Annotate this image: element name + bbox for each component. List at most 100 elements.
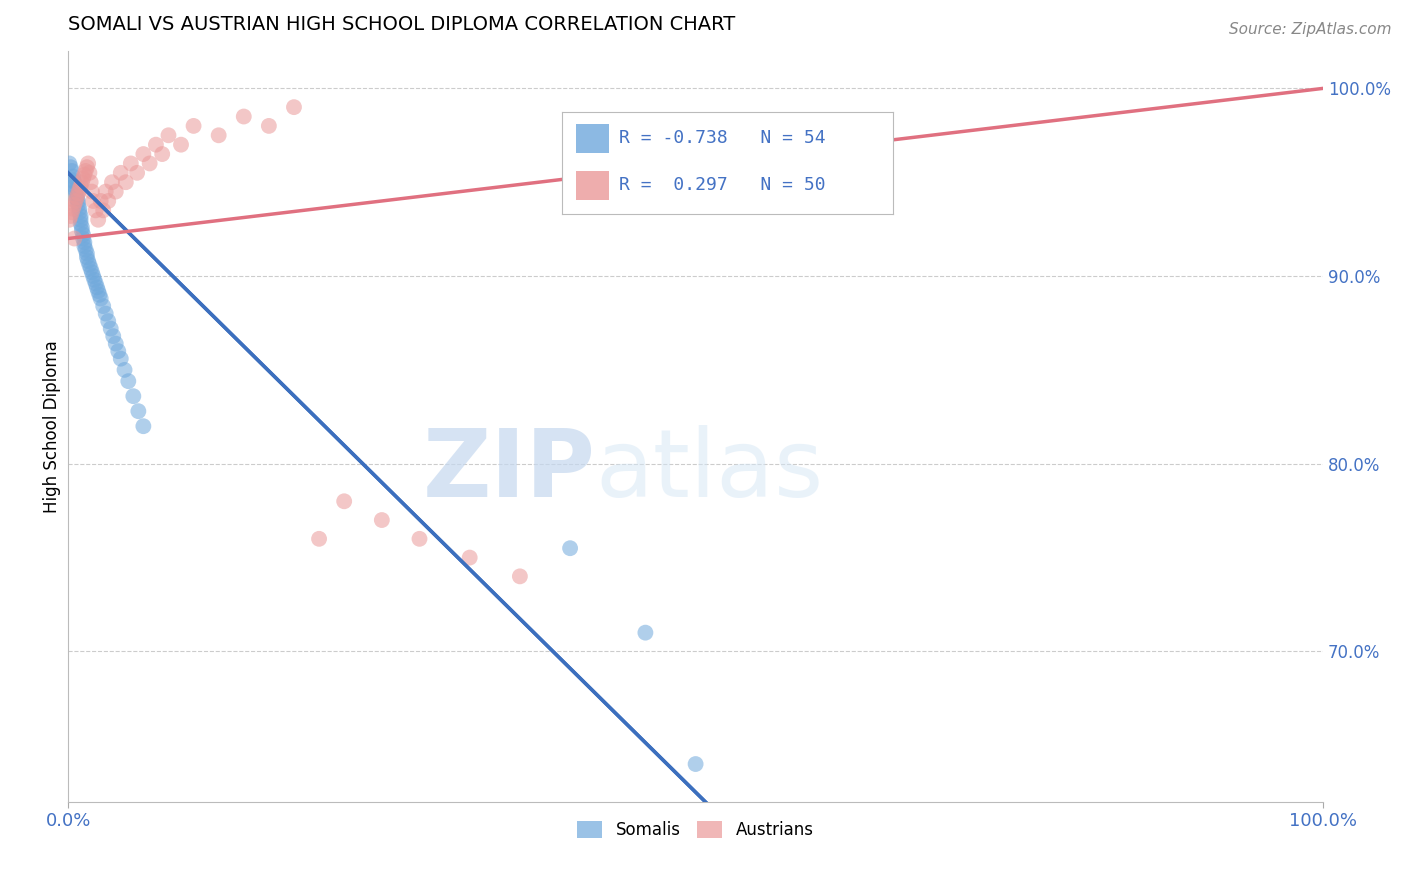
Legend: Somalis, Austrians: Somalis, Austrians — [571, 814, 821, 846]
Point — [72, 231, 94, 245]
Point — [110, 351, 132, 366]
Point — [84, 277, 107, 291]
Point — [59, 160, 82, 174]
Point — [104, 336, 127, 351]
Point — [67, 198, 90, 212]
Point — [90, 292, 112, 306]
Point — [67, 183, 90, 197]
Point — [138, 156, 160, 170]
Point — [83, 273, 105, 287]
Point — [127, 404, 149, 418]
Point — [120, 156, 142, 170]
Point — [86, 280, 108, 294]
Point — [80, 185, 103, 199]
Point — [100, 321, 122, 335]
Point — [150, 147, 173, 161]
Point — [308, 532, 330, 546]
Point — [69, 212, 91, 227]
Point — [132, 419, 155, 434]
Text: ZIP: ZIP — [422, 425, 595, 517]
Point — [62, 202, 84, 216]
Point — [110, 166, 132, 180]
Point — [107, 344, 129, 359]
Bar — [575, 124, 609, 153]
Point — [333, 494, 356, 508]
Point — [114, 175, 136, 189]
Point — [76, 160, 98, 174]
Point — [65, 183, 87, 197]
Point — [65, 185, 87, 199]
Point — [69, 217, 91, 231]
Point — [70, 220, 93, 235]
Bar — [575, 171, 609, 200]
Point — [87, 284, 110, 298]
Point — [76, 246, 98, 260]
Point — [157, 128, 180, 143]
Point — [283, 100, 305, 114]
Point — [458, 550, 481, 565]
Point — [63, 198, 86, 212]
Point — [79, 175, 101, 189]
Point — [73, 168, 96, 182]
Point — [257, 119, 280, 133]
Point — [87, 212, 110, 227]
Point — [69, 178, 91, 193]
Text: SOMALI VS AUSTRIAN HIGH SCHOOL DIPLOMA CORRELATION CHART: SOMALI VS AUSTRIAN HIGH SCHOOL DIPLOMA C… — [67, 15, 735, 34]
Point — [94, 185, 117, 199]
Point — [67, 202, 90, 216]
Point — [63, 175, 86, 189]
Point — [73, 239, 96, 253]
Point — [232, 110, 254, 124]
Point — [75, 164, 97, 178]
Point — [76, 250, 98, 264]
Point — [60, 164, 83, 178]
Text: R =  0.297   N = 50: R = 0.297 N = 50 — [619, 177, 825, 194]
Point — [117, 374, 139, 388]
Point — [62, 173, 84, 187]
Point — [66, 190, 89, 204]
Point — [90, 194, 112, 208]
Point — [371, 513, 394, 527]
Point — [80, 265, 103, 279]
Point — [63, 231, 86, 245]
Point — [70, 224, 93, 238]
Point — [66, 192, 89, 206]
Point — [75, 243, 97, 257]
Point — [127, 166, 149, 180]
Point — [82, 268, 104, 283]
Text: R = -0.738   N = 54: R = -0.738 N = 54 — [619, 129, 825, 147]
Point — [408, 532, 430, 546]
Point — [72, 227, 94, 242]
Point — [208, 128, 231, 143]
Point — [59, 209, 82, 223]
Point — [79, 261, 101, 276]
Point — [72, 171, 94, 186]
Point — [58, 212, 80, 227]
Point — [94, 307, 117, 321]
Point — [70, 175, 93, 189]
Point — [89, 288, 111, 302]
Text: atlas: atlas — [595, 425, 824, 517]
Point — [65, 194, 87, 208]
Point — [77, 254, 100, 268]
Point — [69, 209, 91, 223]
Point — [60, 205, 83, 219]
Point — [79, 258, 101, 272]
Point — [62, 169, 84, 184]
Point — [183, 119, 205, 133]
Point — [122, 389, 145, 403]
Point — [170, 137, 193, 152]
Point — [101, 175, 124, 189]
Point — [67, 186, 90, 201]
Point — [685, 757, 707, 772]
Point — [104, 185, 127, 199]
Point — [77, 156, 100, 170]
Point — [79, 166, 101, 180]
Point — [91, 203, 114, 218]
Point — [634, 625, 657, 640]
Point — [67, 205, 90, 219]
Y-axis label: High School Diploma: High School Diploma — [44, 340, 60, 513]
Point — [97, 194, 120, 208]
Point — [84, 203, 107, 218]
Point — [114, 363, 136, 377]
